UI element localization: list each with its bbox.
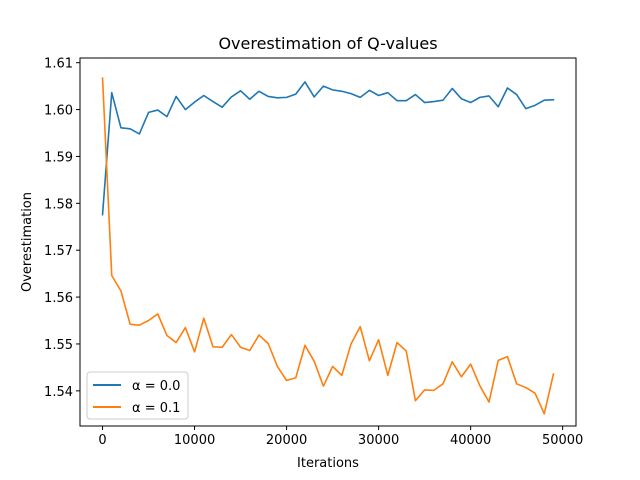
chart-title: Overestimation of Q-values <box>218 34 437 53</box>
y-axis-label: Overestimation <box>20 192 35 292</box>
x-tick-label: 50000 <box>542 433 583 448</box>
y-axis: 1.54 1.55 1.56 1.57 1.58 1.59 1.60 1.61 <box>44 57 80 400</box>
x-axis-label: Iterations <box>297 456 359 471</box>
y-tick-label: 1.54 <box>44 385 73 400</box>
y-tick-label: 1.58 <box>44 197 73 212</box>
legend: α = 0.0 α = 0.1 <box>86 371 189 420</box>
x-tick-label: 20000 <box>266 433 307 448</box>
legend-label-alpha-0: α = 0.0 <box>132 379 180 394</box>
x-axis: 0 10000 20000 30000 40000 50000 <box>98 426 583 448</box>
x-tick-label: 10000 <box>174 433 215 448</box>
series-line-0 <box>101 81 555 216</box>
plot-series <box>101 77 555 415</box>
legend-label-alpha-1: α = 0.1 <box>132 401 180 416</box>
x-tick-label: 30000 <box>358 433 399 448</box>
series-line-1 <box>101 77 555 415</box>
plot-frame <box>79 57 577 427</box>
y-tick-label: 1.55 <box>44 338 73 353</box>
y-tick-label: 1.59 <box>44 150 73 165</box>
y-tick-label: 1.61 <box>44 57 73 72</box>
y-tick-label: 1.56 <box>44 291 73 306</box>
x-tick-label: 0 <box>98 433 106 448</box>
y-tick-label: 1.60 <box>44 104 73 119</box>
x-tick-label: 40000 <box>450 433 491 448</box>
y-tick-label: 1.57 <box>44 244 73 259</box>
